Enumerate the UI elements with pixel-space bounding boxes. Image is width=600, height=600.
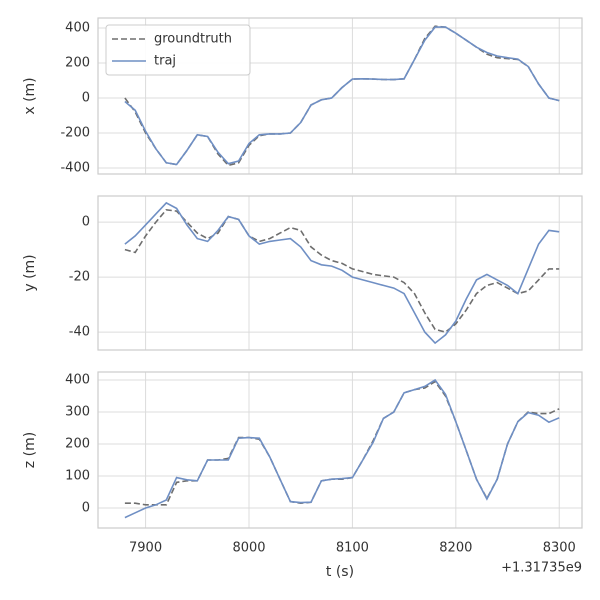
y-tick-label: -20 [69, 270, 90, 285]
x-tick-label: 8200 [439, 541, 472, 556]
y-tick-label: 0 [82, 215, 90, 230]
y-axis-label: x (m) [22, 77, 38, 114]
axes-frame [97, 371, 583, 529]
series-line [124, 26, 560, 166]
y-tick-label: 400 [65, 373, 90, 388]
x-tick-label: 7900 [129, 541, 162, 556]
x-tick-label: 8100 [336, 541, 369, 556]
legend-label: traj [154, 54, 176, 69]
y-tick-label: 400 [65, 20, 90, 35]
y-tick-label: 300 [65, 405, 90, 420]
axes-background [98, 372, 582, 528]
series-line [124, 208, 560, 333]
x-tick-label: 8300 [543, 541, 576, 556]
axes-frame [97, 195, 583, 351]
axes-frame [97, 17, 583, 175]
x-axis-label: t (s) [326, 564, 354, 580]
series-line [124, 201, 560, 345]
y-tick-label: 0 [82, 501, 90, 516]
y-axis-label: y (m) [22, 254, 38, 291]
x-offset-label: +1.31735e9 [501, 561, 582, 576]
series-line [124, 378, 560, 519]
y-tick-label: -400 [60, 161, 90, 176]
y-tick-label: 0 [82, 91, 90, 106]
y-axis-label: z (m) [22, 432, 38, 468]
y-tick-label: 100 [65, 469, 90, 484]
legend-box [105, 24, 251, 76]
x-tick-label: 8000 [232, 541, 265, 556]
y-tick-label: -200 [60, 126, 90, 141]
y-tick-label: -40 [69, 325, 90, 340]
y-tick-label: 200 [65, 55, 90, 70]
y-tick-label: 200 [65, 437, 90, 452]
axes-background [98, 196, 582, 350]
legend-label: groundtruth [154, 32, 232, 47]
